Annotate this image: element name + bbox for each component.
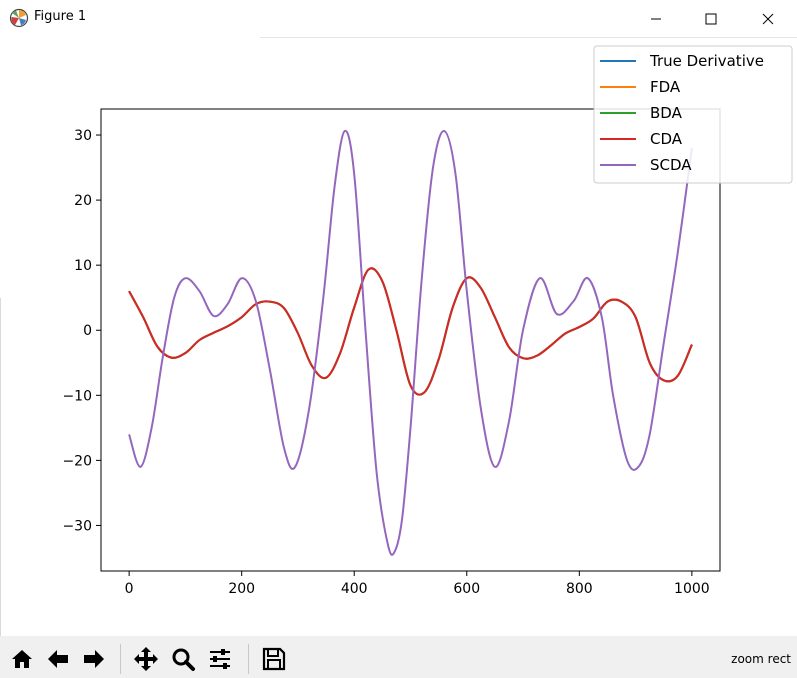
floppy-icon [262, 647, 286, 671]
arrow-right-icon [84, 650, 104, 668]
back-button[interactable] [43, 644, 73, 674]
move-icon [134, 647, 158, 671]
figure-canvas[interactable]: 0 200 400 600 800 1000 30 20 10 0 −10 −20 −30 True … [0, 38, 797, 636]
legend-label: True Derivative [649, 52, 764, 70]
legend-label: SCDA [650, 156, 692, 174]
y-tick-label: 10 [74, 258, 92, 274]
forward-button[interactable] [79, 644, 109, 674]
legend-box [593, 45, 793, 184]
series-line-scda [128, 129, 693, 556]
x-tick-label: 1000 [674, 581, 710, 597]
zoom-button[interactable] [168, 644, 198, 674]
axes-frame [100, 108, 721, 572]
toolbar-separator [120, 644, 121, 674]
title-bar: Figure 1 [0, 0, 797, 37]
title-separator [260, 37, 797, 38]
x-tick-label: 200 [228, 581, 255, 597]
line-chart: 0 200 400 600 800 1000 30 20 10 0 −10 −20 −30 True … [62, 45, 793, 597]
sliders-icon [210, 649, 230, 669]
series-line-cda [128, 267, 693, 396]
home-button[interactable] [7, 644, 37, 674]
matplotlib-app-icon [9, 8, 29, 28]
minimize-button[interactable] [633, 0, 679, 37]
x-tick-label: 800 [566, 581, 593, 597]
y-tick-label: −20 [62, 453, 92, 469]
pan-button[interactable] [131, 644, 161, 674]
legend-label: FDA [650, 78, 681, 96]
save-button[interactable] [259, 644, 289, 674]
window-left-edge [0, 298, 1, 636]
arrow-left-icon [48, 650, 68, 668]
home-icon [12, 650, 32, 668]
x-tick-label: 600 [453, 581, 480, 597]
toolbar-separator [248, 644, 249, 674]
close-icon [762, 13, 774, 24]
y-tick-label: 30 [74, 128, 92, 144]
x-tick-label: 0 [125, 581, 134, 597]
status-text: zoom rect [731, 652, 791, 666]
legend: True Derivative FDA BDA CDA SCDA [593, 45, 793, 184]
magnifier-icon [172, 648, 195, 671]
legend-label: BDA [650, 104, 683, 122]
close-button[interactable] [745, 0, 791, 37]
minimize-icon [651, 18, 661, 19]
navigation-toolbar: zoom rect [0, 636, 797, 678]
maximize-icon [705, 13, 717, 24]
y-tick-label: 20 [74, 193, 92, 209]
window-title: Figure 1 [34, 9, 87, 24]
y-tick-label: −10 [62, 388, 92, 404]
configure-subplots-button[interactable] [205, 644, 235, 674]
x-tick-label: 400 [341, 581, 368, 597]
y-tick-label: 0 [83, 323, 92, 339]
y-tick-label: −30 [62, 518, 92, 534]
maximize-button[interactable] [688, 0, 734, 37]
legend-label: CDA [650, 130, 683, 148]
